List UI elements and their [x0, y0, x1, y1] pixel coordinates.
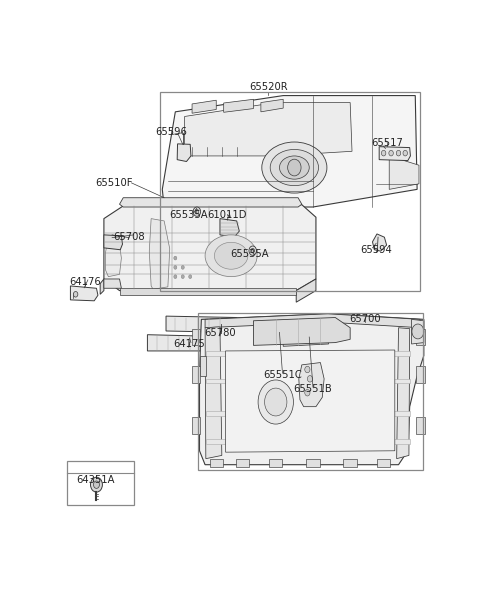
Circle shape — [412, 324, 424, 339]
Polygon shape — [100, 279, 104, 294]
Polygon shape — [206, 379, 410, 384]
Polygon shape — [71, 286, 98, 301]
Polygon shape — [192, 366, 200, 382]
Ellipse shape — [215, 242, 248, 269]
Circle shape — [174, 256, 177, 260]
Circle shape — [189, 275, 192, 279]
Polygon shape — [299, 362, 324, 406]
Circle shape — [305, 366, 310, 373]
Polygon shape — [261, 99, 283, 112]
Ellipse shape — [262, 142, 327, 193]
Text: 65780: 65780 — [204, 328, 236, 338]
Text: 65551C: 65551C — [263, 370, 302, 380]
Polygon shape — [206, 439, 410, 444]
Polygon shape — [224, 99, 253, 112]
Polygon shape — [344, 459, 357, 467]
Circle shape — [305, 390, 310, 396]
Polygon shape — [205, 327, 222, 459]
Circle shape — [288, 159, 301, 176]
Circle shape — [181, 265, 184, 269]
Polygon shape — [416, 366, 424, 382]
Polygon shape — [185, 103, 352, 156]
Polygon shape — [147, 335, 204, 351]
Circle shape — [251, 248, 254, 253]
Polygon shape — [372, 234, 386, 251]
Polygon shape — [283, 318, 329, 346]
Polygon shape — [192, 417, 200, 434]
Polygon shape — [200, 314, 424, 465]
Polygon shape — [192, 329, 200, 346]
Text: 65551B: 65551B — [294, 384, 332, 394]
Circle shape — [396, 150, 401, 156]
Circle shape — [264, 388, 287, 416]
Text: 65596: 65596 — [156, 127, 188, 137]
Text: 64175: 64175 — [174, 339, 205, 350]
Polygon shape — [177, 144, 191, 162]
Text: 65594: 65594 — [360, 245, 392, 254]
Polygon shape — [389, 156, 419, 189]
Polygon shape — [379, 147, 410, 160]
Polygon shape — [166, 316, 238, 332]
Circle shape — [174, 275, 177, 279]
Polygon shape — [253, 318, 350, 346]
Polygon shape — [220, 219, 240, 237]
Polygon shape — [226, 350, 395, 452]
Ellipse shape — [279, 156, 309, 179]
Circle shape — [193, 207, 201, 216]
Circle shape — [403, 150, 408, 156]
Polygon shape — [120, 288, 296, 295]
Circle shape — [249, 246, 256, 255]
Polygon shape — [192, 100, 216, 113]
Circle shape — [94, 481, 99, 488]
Ellipse shape — [205, 235, 257, 277]
Circle shape — [389, 150, 393, 156]
Polygon shape — [162, 96, 417, 207]
Text: 65700: 65700 — [349, 314, 381, 324]
Circle shape — [174, 265, 177, 269]
Ellipse shape — [258, 380, 293, 424]
Text: 65535A: 65535A — [230, 250, 269, 259]
Polygon shape — [206, 351, 410, 356]
Polygon shape — [411, 320, 424, 344]
Text: 65708: 65708 — [113, 232, 144, 242]
Polygon shape — [236, 459, 249, 467]
Polygon shape — [104, 235, 122, 250]
Polygon shape — [416, 329, 424, 346]
Text: 65535A: 65535A — [169, 210, 208, 220]
Circle shape — [181, 275, 184, 279]
Text: 61011D: 61011D — [208, 210, 247, 220]
Polygon shape — [206, 411, 410, 416]
Polygon shape — [200, 356, 206, 376]
Circle shape — [195, 209, 199, 214]
Polygon shape — [306, 459, 320, 467]
Circle shape — [382, 150, 386, 156]
Polygon shape — [269, 459, 282, 467]
Polygon shape — [210, 459, 223, 467]
Polygon shape — [104, 279, 121, 288]
Polygon shape — [296, 279, 316, 302]
Polygon shape — [377, 459, 390, 467]
Circle shape — [73, 291, 78, 297]
Ellipse shape — [270, 150, 319, 186]
Polygon shape — [104, 204, 316, 291]
Text: 65520R: 65520R — [249, 82, 288, 92]
Polygon shape — [416, 417, 424, 434]
Text: 64351A: 64351A — [76, 475, 115, 485]
Polygon shape — [149, 219, 170, 289]
Circle shape — [307, 376, 312, 382]
Polygon shape — [205, 314, 420, 328]
Polygon shape — [106, 236, 121, 277]
Circle shape — [91, 477, 102, 492]
Text: 65510F: 65510F — [95, 178, 132, 188]
Polygon shape — [396, 328, 410, 459]
Text: 64176: 64176 — [70, 277, 101, 287]
Text: 65517: 65517 — [372, 138, 403, 148]
Polygon shape — [120, 198, 302, 207]
